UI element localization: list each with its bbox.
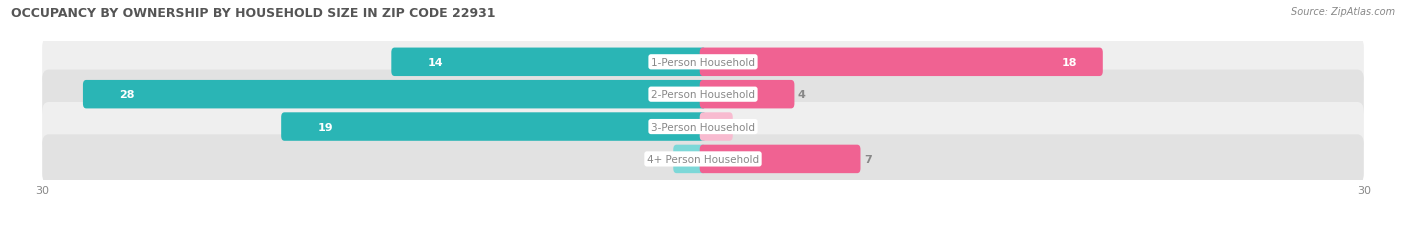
Text: 4+ Person Household: 4+ Person Household (647, 154, 759, 164)
Text: 28: 28 (120, 90, 135, 100)
Text: 4: 4 (797, 90, 806, 100)
FancyBboxPatch shape (700, 113, 733, 141)
FancyBboxPatch shape (673, 145, 706, 173)
Text: 14: 14 (427, 58, 443, 67)
Text: 7: 7 (863, 154, 872, 164)
Text: OCCUPANCY BY OWNERSHIP BY HOUSEHOLD SIZE IN ZIP CODE 22931: OCCUPANCY BY OWNERSHIP BY HOUSEHOLD SIZE… (11, 7, 496, 20)
Text: 0: 0 (737, 122, 744, 132)
FancyBboxPatch shape (42, 135, 1364, 184)
FancyBboxPatch shape (42, 70, 1364, 119)
FancyBboxPatch shape (700, 145, 860, 173)
Text: 19: 19 (318, 122, 333, 132)
FancyBboxPatch shape (700, 81, 794, 109)
Text: 18: 18 (1062, 58, 1077, 67)
FancyBboxPatch shape (281, 113, 706, 141)
FancyBboxPatch shape (42, 38, 1364, 87)
FancyBboxPatch shape (42, 103, 1364, 152)
Text: 1-Person Household: 1-Person Household (651, 58, 755, 67)
FancyBboxPatch shape (700, 48, 1102, 77)
FancyBboxPatch shape (83, 81, 706, 109)
FancyBboxPatch shape (391, 48, 706, 77)
Text: Source: ZipAtlas.com: Source: ZipAtlas.com (1291, 7, 1395, 17)
Text: 2-Person Household: 2-Person Household (651, 90, 755, 100)
Text: 3-Person Household: 3-Person Household (651, 122, 755, 132)
Text: 0: 0 (662, 154, 669, 164)
